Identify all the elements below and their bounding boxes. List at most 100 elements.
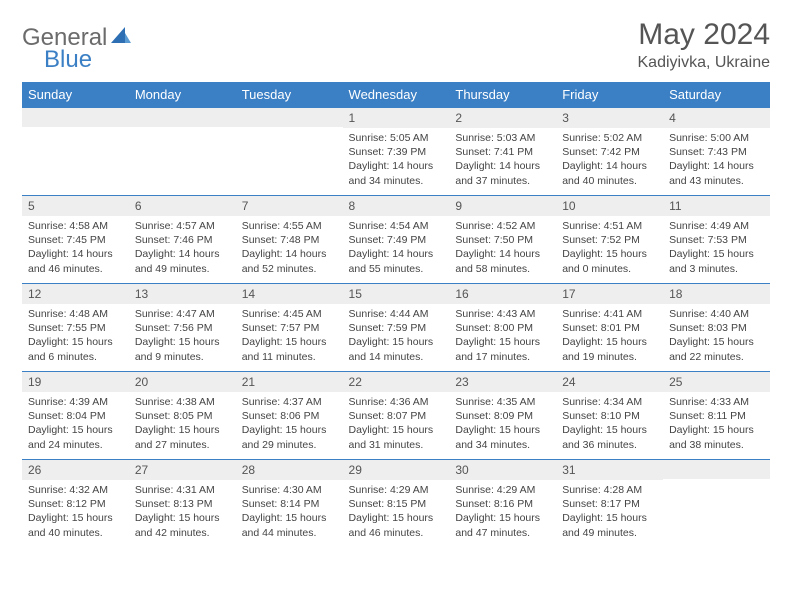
sunrise-text: Sunrise: 4:54 AM [349, 219, 444, 233]
daylight-text: Daylight: 15 hours and 40 minutes. [28, 511, 123, 539]
sunset-text: Sunset: 8:14 PM [242, 497, 337, 511]
day-content: Sunrise: 4:47 AMSunset: 7:56 PMDaylight:… [129, 304, 236, 370]
day-content: Sunrise: 4:36 AMSunset: 8:07 PMDaylight:… [343, 392, 450, 458]
sunset-text: Sunset: 7:46 PM [135, 233, 230, 247]
daylight-text: Daylight: 15 hours and 49 minutes. [562, 511, 657, 539]
day-number: 19 [22, 371, 129, 392]
day-content: Sunrise: 4:28 AMSunset: 8:17 PMDaylight:… [556, 480, 663, 546]
sunrise-text: Sunrise: 5:00 AM [669, 131, 764, 145]
day-number [663, 459, 770, 479]
sunrise-text: Sunrise: 4:41 AM [562, 307, 657, 321]
calendar-day-cell: 11Sunrise: 4:49 AMSunset: 7:53 PMDayligh… [663, 195, 770, 283]
sunset-text: Sunset: 7:50 PM [455, 233, 550, 247]
day-number: 3 [556, 107, 663, 128]
calendar-day-cell: 25Sunrise: 4:33 AMSunset: 8:11 PMDayligh… [663, 371, 770, 459]
daylight-text: Daylight: 14 hours and 55 minutes. [349, 247, 444, 275]
day-content: Sunrise: 4:29 AMSunset: 8:15 PMDaylight:… [343, 480, 450, 546]
day-number: 5 [22, 195, 129, 216]
day-content: Sunrise: 4:34 AMSunset: 8:10 PMDaylight:… [556, 392, 663, 458]
logo-sail-icon [111, 27, 131, 50]
sunrise-text: Sunrise: 4:29 AM [455, 483, 550, 497]
sunrise-text: Sunrise: 4:45 AM [242, 307, 337, 321]
daylight-text: Daylight: 15 hours and 29 minutes. [242, 423, 337, 451]
calendar-day-cell: 15Sunrise: 4:44 AMSunset: 7:59 PMDayligh… [343, 283, 450, 371]
weekday-header: Tuesday [236, 82, 343, 107]
day-content: Sunrise: 4:29 AMSunset: 8:16 PMDaylight:… [449, 480, 556, 546]
weekday-header: Thursday [449, 82, 556, 107]
calendar-day-cell: 16Sunrise: 4:43 AMSunset: 8:00 PMDayligh… [449, 283, 556, 371]
day-content: Sunrise: 4:54 AMSunset: 7:49 PMDaylight:… [343, 216, 450, 282]
sunrise-text: Sunrise: 4:52 AM [455, 219, 550, 233]
daylight-text: Daylight: 15 hours and 36 minutes. [562, 423, 657, 451]
calendar-day-cell: 24Sunrise: 4:34 AMSunset: 8:10 PMDayligh… [556, 371, 663, 459]
daylight-text: Daylight: 15 hours and 3 minutes. [669, 247, 764, 275]
day-number: 8 [343, 195, 450, 216]
sunrise-text: Sunrise: 4:33 AM [669, 395, 764, 409]
calendar-table: SundayMondayTuesdayWednesdayThursdayFrid… [22, 82, 770, 547]
weekday-header: Saturday [663, 82, 770, 107]
daylight-text: Daylight: 15 hours and 6 minutes. [28, 335, 123, 363]
sunrise-text: Sunrise: 4:39 AM [28, 395, 123, 409]
daylight-text: Daylight: 14 hours and 46 minutes. [28, 247, 123, 275]
sunset-text: Sunset: 8:03 PM [669, 321, 764, 335]
day-number [236, 107, 343, 127]
sunrise-text: Sunrise: 4:30 AM [242, 483, 337, 497]
day-content: Sunrise: 4:51 AMSunset: 7:52 PMDaylight:… [556, 216, 663, 282]
day-number: 26 [22, 459, 129, 480]
calendar-day-cell: 31Sunrise: 4:28 AMSunset: 8:17 PMDayligh… [556, 459, 663, 547]
sunrise-text: Sunrise: 4:29 AM [349, 483, 444, 497]
day-number: 10 [556, 195, 663, 216]
sunset-text: Sunset: 7:39 PM [349, 145, 444, 159]
sunrise-text: Sunrise: 4:57 AM [135, 219, 230, 233]
sunset-text: Sunset: 8:01 PM [562, 321, 657, 335]
day-content: Sunrise: 4:49 AMSunset: 7:53 PMDaylight:… [663, 216, 770, 282]
daylight-text: Daylight: 15 hours and 27 minutes. [135, 423, 230, 451]
calendar-week-row: 5Sunrise: 4:58 AMSunset: 7:45 PMDaylight… [22, 195, 770, 283]
daylight-text: Daylight: 15 hours and 24 minutes. [28, 423, 123, 451]
weekday-header: Friday [556, 82, 663, 107]
day-content: Sunrise: 5:05 AMSunset: 7:39 PMDaylight:… [343, 128, 450, 194]
day-content: Sunrise: 4:45 AMSunset: 7:57 PMDaylight:… [236, 304, 343, 370]
day-content: Sunrise: 4:31 AMSunset: 8:13 PMDaylight:… [129, 480, 236, 546]
day-content: Sunrise: 4:30 AMSunset: 8:14 PMDaylight:… [236, 480, 343, 546]
sunrise-text: Sunrise: 4:58 AM [28, 219, 123, 233]
day-content: Sunrise: 4:52 AMSunset: 7:50 PMDaylight:… [449, 216, 556, 282]
daylight-text: Daylight: 14 hours and 34 minutes. [349, 159, 444, 187]
calendar-week-row: 1Sunrise: 5:05 AMSunset: 7:39 PMDaylight… [22, 107, 770, 195]
calendar-day-cell: 13Sunrise: 4:47 AMSunset: 7:56 PMDayligh… [129, 283, 236, 371]
calendar-day-cell: 1Sunrise: 5:05 AMSunset: 7:39 PMDaylight… [343, 107, 450, 195]
daylight-text: Daylight: 15 hours and 19 minutes. [562, 335, 657, 363]
sunrise-text: Sunrise: 4:51 AM [562, 219, 657, 233]
daylight-text: Daylight: 14 hours and 52 minutes. [242, 247, 337, 275]
daylight-text: Daylight: 15 hours and 34 minutes. [455, 423, 550, 451]
calendar-day-cell: 20Sunrise: 4:38 AMSunset: 8:05 PMDayligh… [129, 371, 236, 459]
calendar-day-cell: 5Sunrise: 4:58 AMSunset: 7:45 PMDaylight… [22, 195, 129, 283]
daylight-text: Daylight: 15 hours and 17 minutes. [455, 335, 550, 363]
day-number: 15 [343, 283, 450, 304]
calendar-day-cell [22, 107, 129, 195]
daylight-text: Daylight: 14 hours and 43 minutes. [669, 159, 764, 187]
calendar-day-cell: 9Sunrise: 4:52 AMSunset: 7:50 PMDaylight… [449, 195, 556, 283]
calendar-day-cell: 12Sunrise: 4:48 AMSunset: 7:55 PMDayligh… [22, 283, 129, 371]
sunrise-text: Sunrise: 4:55 AM [242, 219, 337, 233]
day-number: 31 [556, 459, 663, 480]
header: General May 2024 Kadiyivka, Ukraine [22, 18, 770, 72]
sunset-text: Sunset: 7:48 PM [242, 233, 337, 247]
sunrise-text: Sunrise: 4:49 AM [669, 219, 764, 233]
calendar-day-cell: 21Sunrise: 4:37 AMSunset: 8:06 PMDayligh… [236, 371, 343, 459]
sunrise-text: Sunrise: 4:37 AM [242, 395, 337, 409]
day-content: Sunrise: 4:37 AMSunset: 8:06 PMDaylight:… [236, 392, 343, 458]
calendar-day-cell: 8Sunrise: 4:54 AMSunset: 7:49 PMDaylight… [343, 195, 450, 283]
sunset-text: Sunset: 8:15 PM [349, 497, 444, 511]
day-content: Sunrise: 4:32 AMSunset: 8:12 PMDaylight:… [22, 480, 129, 546]
logo-text-2-wrap: Blue [44, 46, 92, 74]
calendar-day-cell: 26Sunrise: 4:32 AMSunset: 8:12 PMDayligh… [22, 459, 129, 547]
title-block: May 2024 Kadiyivka, Ukraine [638, 18, 771, 72]
sunrise-text: Sunrise: 4:36 AM [349, 395, 444, 409]
day-number: 2 [449, 107, 556, 128]
day-number: 13 [129, 283, 236, 304]
sunset-text: Sunset: 7:53 PM [669, 233, 764, 247]
day-number [129, 107, 236, 127]
day-number: 24 [556, 371, 663, 392]
day-content: Sunrise: 5:03 AMSunset: 7:41 PMDaylight:… [449, 128, 556, 194]
